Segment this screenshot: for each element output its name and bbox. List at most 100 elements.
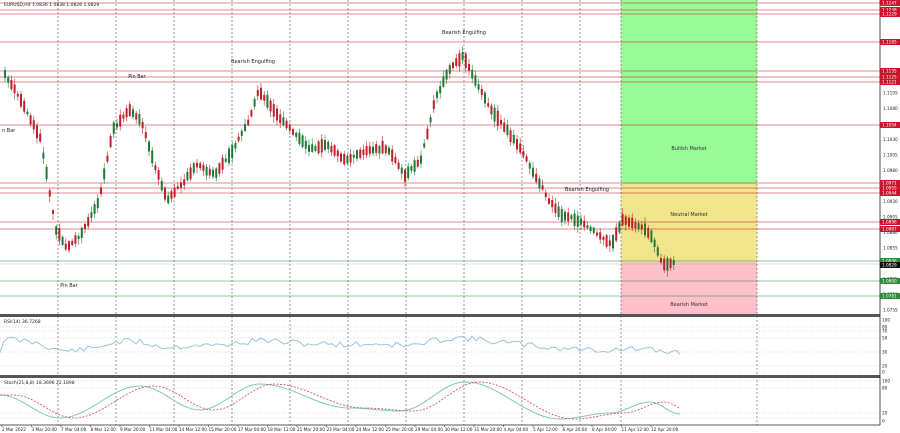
time-axis-label: 24 Mar 12:00 — [356, 427, 384, 432]
candle-body — [487, 103, 490, 107]
candle-body — [151, 150, 154, 164]
candle-body — [628, 217, 630, 227]
price-tick-label: 1.0980 — [883, 168, 898, 173]
candle-body — [468, 64, 470, 71]
bullish-zone-label: Bullish Market — [671, 146, 706, 152]
candle-body — [544, 192, 547, 198]
candle-body — [349, 154, 352, 163]
price-label-text: 1.1125 — [882, 75, 897, 80]
rsi-axis-label: 0 — [882, 370, 885, 375]
candle-body — [279, 114, 282, 124]
candle-body — [244, 124, 246, 131]
candle-body — [333, 145, 336, 156]
time-axis: 2 Mar 2022 3 Mar 20:00 7 Mar 04:00 8 Mar 12… — [1, 425, 679, 432]
time-axis-label: 14 Mar 12:00 — [179, 427, 207, 432]
bearish-zone — [621, 262, 757, 314]
candle-body — [596, 232, 598, 236]
candle-body — [580, 218, 582, 225]
candle-body — [212, 169, 214, 177]
candle-body — [247, 119, 250, 126]
candle-body — [538, 178, 541, 189]
candle-body — [20, 93, 22, 107]
candle-body — [455, 58, 458, 67]
price-label-text: 1.1054 — [882, 123, 897, 128]
pane-separator-stoch[interactable] — [0, 375, 880, 378]
candle-body — [343, 153, 346, 165]
candle-body — [340, 153, 342, 162]
candle-body — [557, 206, 560, 218]
time-axis-label: 17 Mar 04:00 — [238, 427, 266, 432]
candle-body — [234, 143, 237, 149]
candle-body — [372, 146, 374, 154]
price-label-box — [880, 278, 900, 284]
price-tick-label: 1.1030 — [883, 137, 898, 142]
rsi-axis-label: 30 — [882, 350, 888, 355]
time-axis-label: 8 Mar 12:00 — [91, 427, 117, 432]
candle-body — [592, 227, 595, 234]
price-label-box — [880, 74, 900, 80]
candle-body — [573, 213, 576, 227]
candle-body — [464, 53, 467, 68]
price-label-text: 1.1135 — [882, 69, 897, 74]
candle-body — [640, 224, 643, 230]
candle-body — [100, 187, 102, 195]
candle-body — [26, 111, 29, 115]
candle-body — [87, 217, 90, 227]
candle-body — [253, 99, 256, 107]
candle-body — [404, 169, 406, 182]
time-axis-label: 25 Mar 20:00 — [386, 427, 414, 432]
rsi-line — [0, 335, 681, 355]
price-tick-label: 1.1105 — [883, 91, 898, 96]
time-axis-label: 30 Mar 12:00 — [445, 427, 473, 432]
candle-body — [535, 173, 538, 182]
symbol-header: EURUSD,H4 1.0836 1.0838 1.0826 1.0829 — [4, 2, 99, 8]
candle-body — [426, 128, 429, 140]
candle-body — [122, 114, 125, 119]
candle-body — [192, 163, 195, 173]
candle-body — [282, 117, 285, 126]
candle-body — [576, 215, 579, 227]
candle-body — [656, 247, 659, 256]
candle-body — [452, 62, 454, 69]
candle-body — [554, 203, 557, 214]
price-tick-label: 1.0755 — [883, 308, 898, 313]
candle-body — [80, 227, 83, 238]
pane-separator-rsi[interactable] — [0, 314, 880, 317]
price-tick-label: 1.1005 — [883, 153, 898, 158]
candle-body — [522, 151, 525, 157]
time-axis-label: 5 Apr 12:00 — [533, 427, 558, 432]
candle-body — [224, 158, 227, 162]
candle-body — [71, 241, 74, 246]
candle-body — [269, 100, 272, 112]
candle-body — [256, 89, 259, 97]
candle-body — [196, 162, 198, 168]
price-label-box — [880, 7, 900, 13]
candle-body — [493, 107, 496, 122]
candle-body — [583, 220, 586, 228]
time-axis-label: 23 Mar 04:00 — [327, 427, 355, 432]
candle-body — [42, 152, 45, 159]
candle-body — [407, 166, 410, 179]
price-label-text: 1.1238 — [882, 8, 897, 13]
candle-body — [301, 135, 304, 147]
candle-body — [612, 234, 614, 249]
candle-body — [29, 115, 32, 125]
stoch-signal-line — [0, 381, 681, 420]
annotation-bearish-engulfing-1: Bearish Engulfing — [231, 59, 275, 65]
candle-body — [103, 168, 106, 180]
price-axis[interactable] — [880, 0, 900, 433]
candle-body — [93, 204, 96, 214]
candle-body — [432, 100, 435, 109]
candle-body — [308, 145, 310, 152]
candle-body — [109, 136, 112, 148]
bullish-zone — [621, 0, 757, 184]
price-label-box — [880, 79, 900, 85]
time-axis-label: 15 Mar 20:00 — [209, 427, 237, 432]
rsi-axis-label: 20 — [882, 364, 888, 369]
candle-body — [653, 239, 656, 247]
candle-body — [356, 150, 358, 159]
candle-body — [589, 226, 592, 232]
candle-body — [413, 160, 416, 172]
candle-body — [397, 162, 400, 169]
